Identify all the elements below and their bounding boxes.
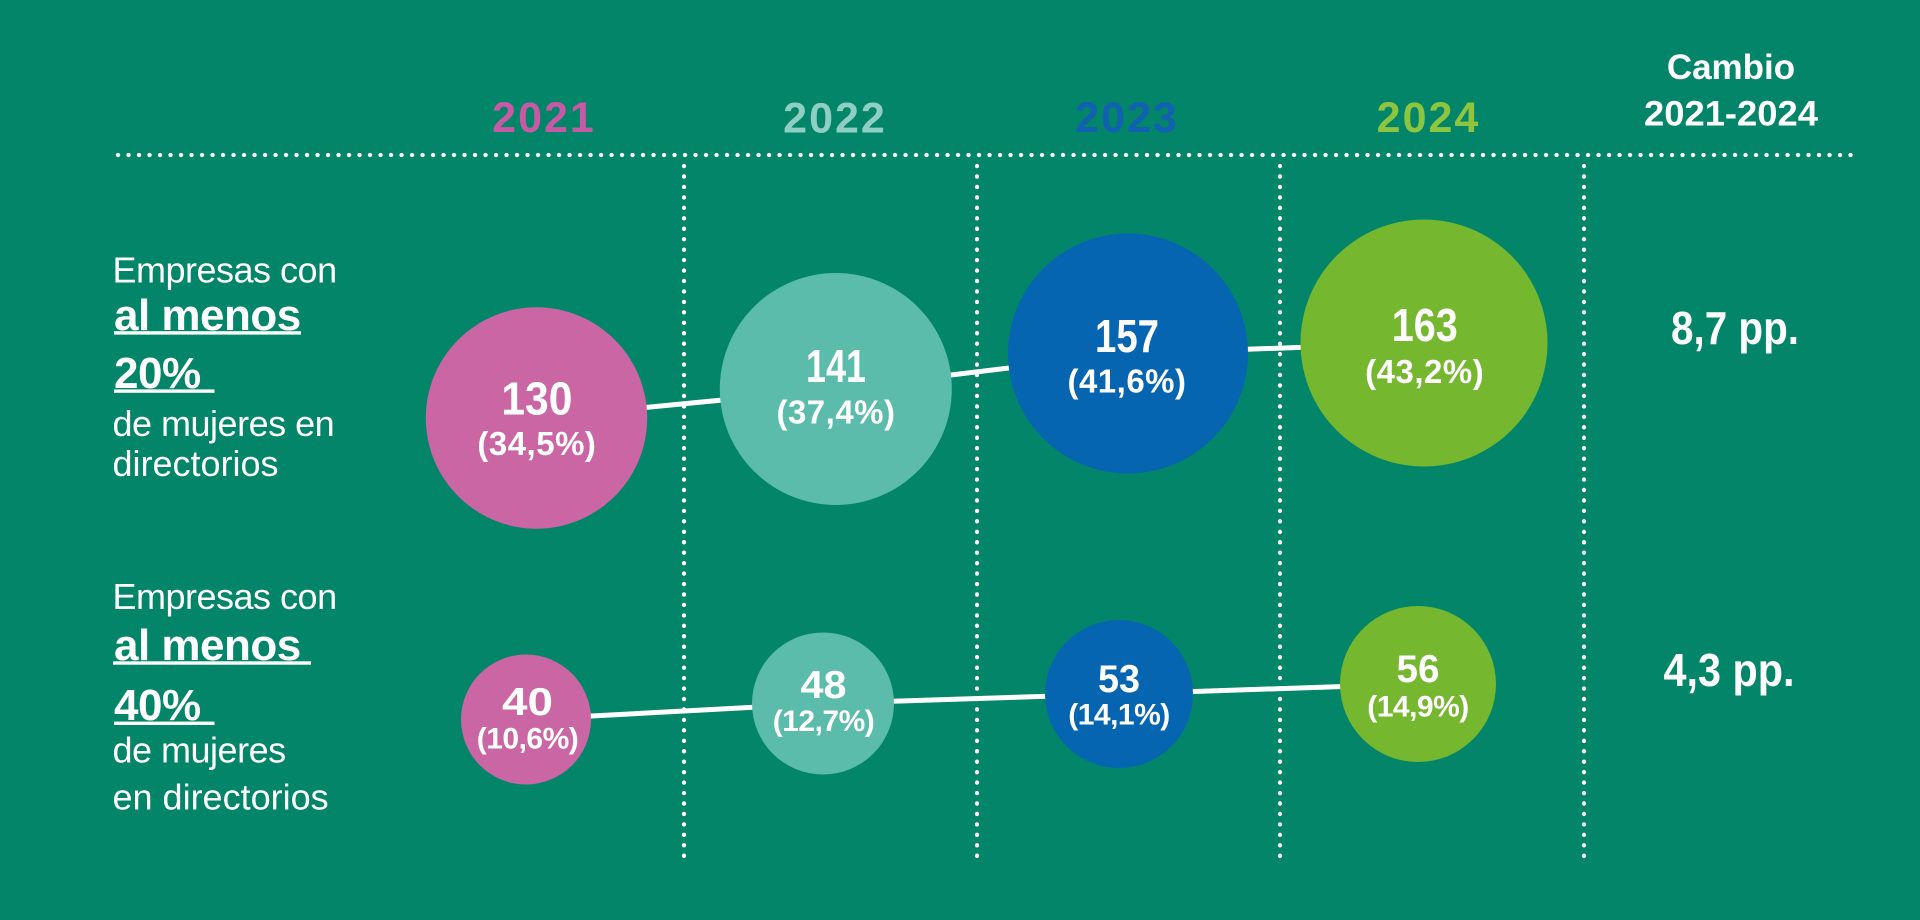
svg-text:(43,2%): (43,2%) — [1365, 353, 1484, 390]
svg-text:40: 40 — [502, 681, 553, 724]
svg-text:48: 48 — [801, 664, 847, 707]
svg-text:en directorios: en directorios — [113, 777, 329, 818]
svg-text:8,7 pp.: 8,7 pp. — [1671, 302, 1799, 354]
svg-text:Empresas con: Empresas con — [113, 250, 337, 291]
svg-text:(12,7%): (12,7%) — [773, 705, 875, 738]
svg-text:2022: 2022 — [783, 95, 887, 143]
svg-text:157: 157 — [1095, 310, 1159, 362]
svg-text:(14,9%): (14,9%) — [1367, 691, 1469, 724]
svg-text:(34,5%): (34,5%) — [477, 425, 596, 462]
svg-text:de mujeres en: de mujeres en — [113, 403, 335, 444]
svg-text:directorios: directorios — [113, 443, 279, 484]
svg-text:163: 163 — [1392, 299, 1458, 351]
svg-text:53: 53 — [1098, 658, 1140, 701]
svg-text:130: 130 — [501, 373, 572, 425]
svg-text:de mujeres: de mujeres — [113, 730, 286, 771]
svg-text:56: 56 — [1397, 648, 1440, 691]
svg-text:(41,6%): (41,6%) — [1067, 363, 1186, 400]
svg-text:(37,4%): (37,4%) — [776, 394, 895, 431]
svg-text:Cambio: Cambio — [1667, 48, 1795, 87]
svg-text:(14,1%): (14,1%) — [1068, 699, 1170, 732]
svg-text:2023: 2023 — [1075, 94, 1179, 142]
svg-text:2021: 2021 — [492, 94, 596, 142]
svg-text:Empresas con: Empresas con — [113, 576, 337, 617]
svg-text:2021-2024: 2021-2024 — [1644, 95, 1819, 134]
svg-text:2024: 2024 — [1377, 94, 1481, 142]
svg-text:4,3 pp.: 4,3 pp. — [1664, 644, 1795, 696]
svg-text:141: 141 — [806, 340, 866, 392]
svg-text:(10,6%): (10,6%) — [477, 722, 579, 755]
